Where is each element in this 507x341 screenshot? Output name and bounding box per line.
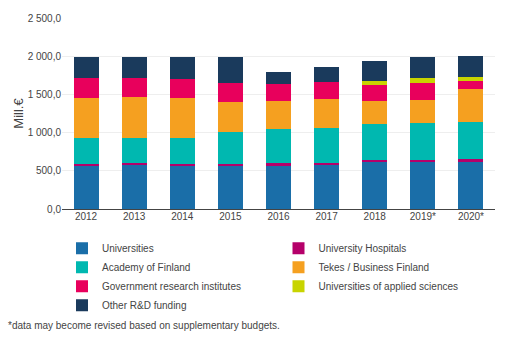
svg-text:0,0: 0,0 (47, 204, 61, 215)
svg-text:2018: 2018 (364, 211, 387, 222)
svg-text:2016: 2016 (267, 211, 290, 222)
svg-text:Academy of Finland: Academy of Finland (102, 262, 190, 273)
svg-text:2014: 2014 (171, 211, 194, 222)
svg-text:Government research institutes: Government research institutes (102, 281, 241, 292)
svg-text:2013: 2013 (123, 211, 146, 222)
svg-text:2 500,0: 2 500,0 (28, 13, 62, 24)
svg-text:Universities: Universities (102, 243, 154, 254)
svg-text:2012: 2012 (75, 211, 98, 222)
svg-text:2020*: 2020* (458, 211, 484, 222)
svg-text:Other R&D funding: Other R&D funding (102, 300, 187, 311)
svg-text:500,0: 500,0 (36, 165, 61, 176)
svg-text:Mill.€: Mill.€ (11, 98, 26, 129)
svg-text:1 500,0: 1 500,0 (28, 89, 62, 100)
svg-text:1 000,0: 1 000,0 (28, 127, 62, 138)
svg-text:Tekes / Business Finland: Tekes / Business Finland (319, 262, 430, 273)
svg-text:2 000,0: 2 000,0 (28, 51, 62, 62)
svg-text:2019*: 2019* (410, 211, 436, 222)
svg-text:2017: 2017 (315, 211, 338, 222)
svg-text:Universities of applied scienc: Universities of applied sciences (319, 281, 459, 292)
svg-text:2015: 2015 (219, 211, 242, 222)
svg-text:*data may become revised based: *data may become revised based on supple… (8, 320, 280, 331)
svg-text:University Hospitals: University Hospitals (319, 243, 407, 254)
